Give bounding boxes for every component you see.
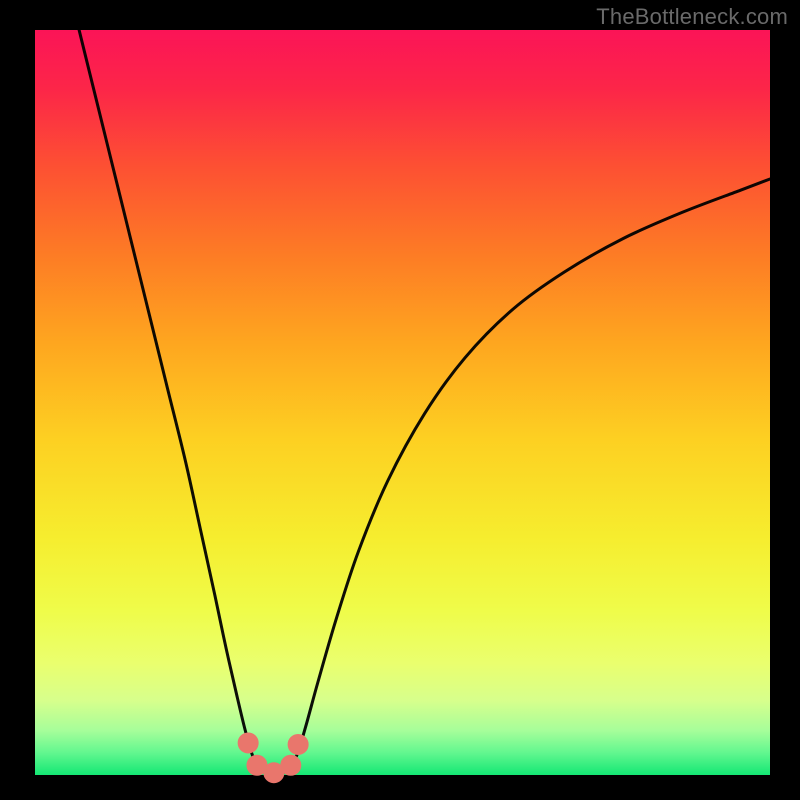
- marker-dot: [288, 734, 308, 754]
- chart-canvas: [0, 0, 800, 800]
- marker-dot: [238, 733, 258, 753]
- gradient-background: [35, 30, 770, 775]
- marker-dot: [281, 755, 301, 775]
- watermark-text: TheBottleneck.com: [596, 4, 788, 30]
- bottleneck-chart: TheBottleneck.com: [0, 0, 800, 800]
